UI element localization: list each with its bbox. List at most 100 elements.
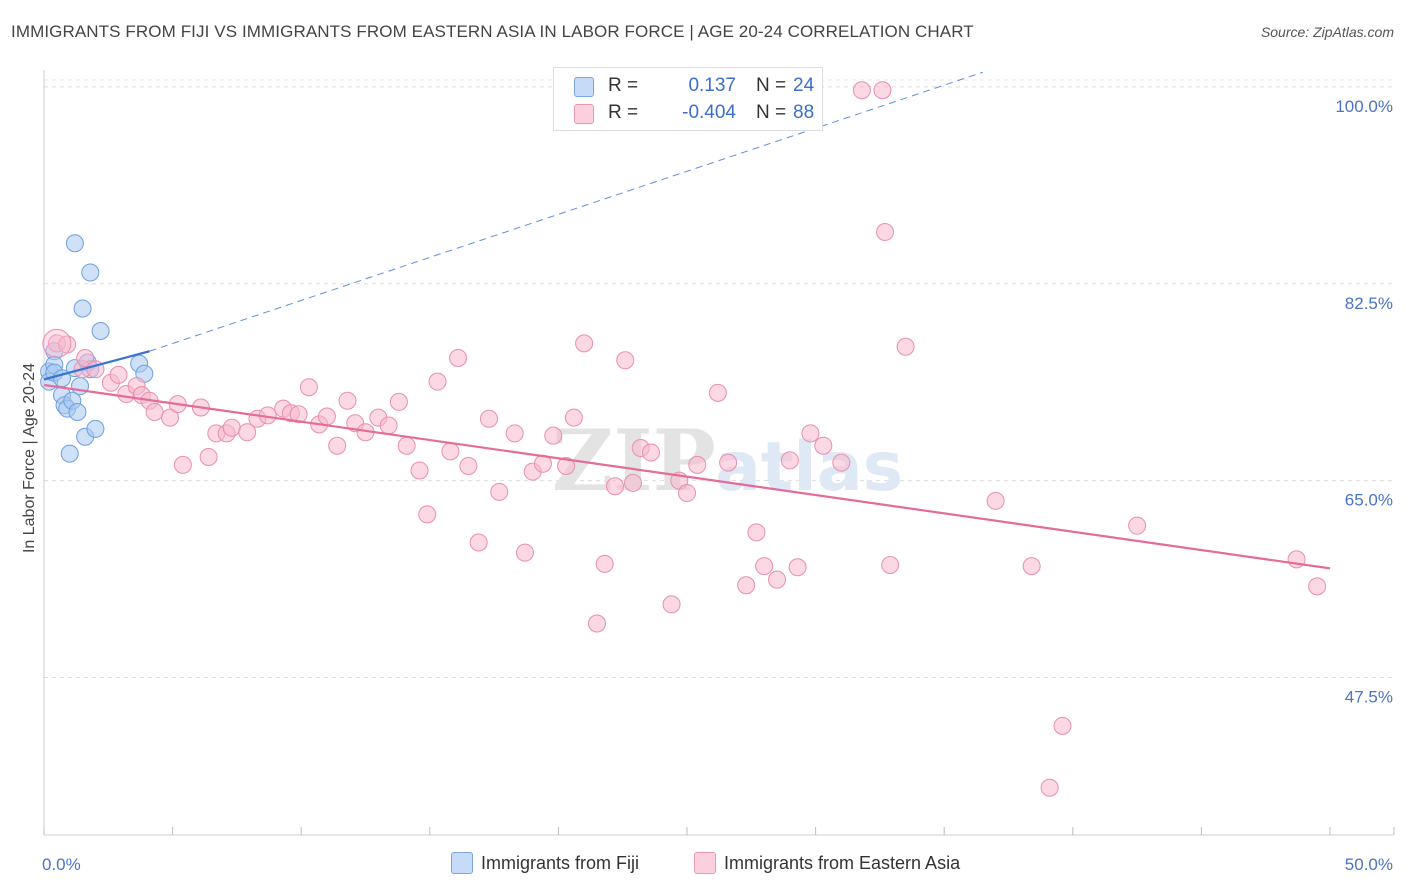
eastern-asia-point	[109, 365, 128, 384]
eastern-asia-point	[662, 595, 681, 614]
legend-r-label: R =	[608, 75, 639, 96]
eastern-asia-point	[788, 558, 807, 577]
fiji-point	[81, 263, 100, 282]
legend-n-label: N =	[756, 75, 787, 96]
eastern-asia-point	[173, 455, 192, 474]
eastern-asia-point	[557, 457, 576, 475]
y-tick-label: 47.5%	[1345, 688, 1393, 707]
trend-lines	[43, 71, 1331, 570]
y-tick-label: 100.0%	[1335, 97, 1393, 116]
legend-r-value-eastern-asia: -0.404	[682, 102, 736, 123]
eastern-asia-point	[688, 455, 707, 474]
eastern-asia-point	[575, 334, 594, 353]
eastern-asia-point	[595, 554, 614, 573]
eastern-asia-point	[876, 223, 895, 241]
eastern-asia-point	[1128, 516, 1147, 535]
eastern-asia-point	[389, 392, 408, 411]
eastern-asia-point	[832, 453, 851, 472]
fiji-point	[73, 299, 92, 318]
eastern-asia-point	[338, 391, 357, 410]
eastern-asia-point	[299, 378, 318, 397]
eastern-asia-point	[1022, 557, 1041, 576]
fiji-trend-extension	[149, 71, 983, 352]
fiji-point	[60, 444, 79, 463]
eastern-asia-point	[397, 436, 416, 455]
legend-swatch-fiji	[574, 77, 594, 97]
eastern-asia-point	[42, 328, 72, 358]
eastern-asia-point	[873, 81, 892, 100]
eastern-asia-point	[708, 383, 727, 402]
eastern-asia-point	[641, 443, 660, 462]
eastern-asia-point	[222, 418, 241, 437]
fiji-point	[86, 419, 105, 438]
fiji-point	[68, 403, 87, 421]
legend-n-value-eastern-asia: 88	[793, 102, 815, 123]
eastern-asia-point	[490, 482, 509, 501]
eastern-asia-point	[747, 523, 766, 542]
y-tick-label: 65.0%	[1345, 491, 1393, 510]
y-tick-label: 82.5%	[1345, 294, 1393, 313]
fiji-point	[65, 234, 84, 253]
eastern-asia-point	[678, 484, 696, 502]
legend-r-label: R =	[608, 102, 639, 123]
eastern-asia-point	[441, 442, 460, 461]
axes	[43, 70, 1395, 836]
eastern-asia-point	[379, 416, 398, 435]
x-tick-label: 0.0%	[42, 855, 81, 874]
eastern-asia-point	[469, 533, 488, 552]
grid-lines	[44, 79, 1394, 678]
eastern-asia-point	[317, 407, 336, 426]
eastern-asia-point	[768, 570, 787, 589]
eastern-asia-point	[1040, 778, 1059, 797]
fiji-trend-line	[43, 350, 150, 381]
eastern-asia-point	[852, 81, 871, 100]
eastern-asia-point	[418, 505, 437, 524]
eastern-asia-point	[161, 408, 180, 427]
eastern-asia-point	[780, 451, 799, 470]
legend-n-value-fiji: 24	[793, 75, 815, 96]
eastern-asia-point	[145, 403, 164, 421]
eastern-asia-point	[737, 576, 756, 595]
eastern-asia-point	[564, 408, 583, 427]
fiji-point	[91, 322, 110, 340]
legend-n-label: N =	[756, 102, 787, 123]
eastern-asia-trend-line	[43, 383, 1331, 570]
bottom-legend-swatch-eastern-asia	[694, 852, 716, 874]
eastern-asia-point	[449, 349, 468, 367]
eastern-asia-point	[1053, 716, 1072, 735]
eastern-asia-point	[544, 426, 563, 445]
eastern-asia-point	[801, 424, 820, 443]
eastern-asia-point	[623, 473, 642, 492]
eastern-asia-point	[505, 424, 524, 443]
eastern-asia-point	[605, 477, 624, 496]
stats-legend: R = 0.137 N = 24 R = -0.404 N = 88	[553, 67, 823, 131]
bottom-legend-label-fiji: Immigrants from Fiji	[481, 853, 640, 873]
legend-r-value-fiji: 0.137	[688, 75, 736, 96]
eastern-asia-point	[238, 423, 257, 442]
eastern-asia-point	[328, 436, 347, 455]
eastern-asia-point	[479, 409, 498, 428]
eastern-asia-point	[896, 337, 915, 356]
eastern-asia-point	[410, 461, 429, 480]
y-axis-label: In Labor Force | Age 20-24	[21, 363, 38, 553]
chart-title: IMMIGRANTS FROM FIJI VS IMMIGRANTS FROM …	[11, 22, 974, 41]
eastern-asia-point	[1308, 577, 1327, 596]
eastern-asia-point	[587, 614, 606, 633]
eastern-asia-point	[428, 372, 447, 391]
eastern-asia-point	[616, 351, 635, 370]
eastern-asia-point	[515, 543, 534, 562]
bottom-legend-label-eastern-asia: Immigrants from Eastern Asia	[724, 853, 961, 873]
bottom-legend-swatch-fiji	[451, 852, 473, 874]
eastern-asia-point	[719, 453, 738, 472]
source-label: Source: ZipAtlas.com	[1260, 24, 1394, 40]
x-tick-label: 50.0%	[1345, 855, 1393, 874]
eastern-asia-point	[986, 491, 1005, 510]
eastern-asia-point	[289, 405, 308, 424]
eastern-asia-point	[76, 349, 95, 367]
eastern-asia-point	[755, 557, 774, 576]
eastern-asia-point	[199, 448, 218, 466]
eastern-asia-point	[881, 556, 900, 574]
tick-labels: 47.5% 65.0% 82.5% 100.0% 0.0% 50.0%	[42, 97, 1393, 874]
eastern-asia-point	[459, 457, 478, 475]
